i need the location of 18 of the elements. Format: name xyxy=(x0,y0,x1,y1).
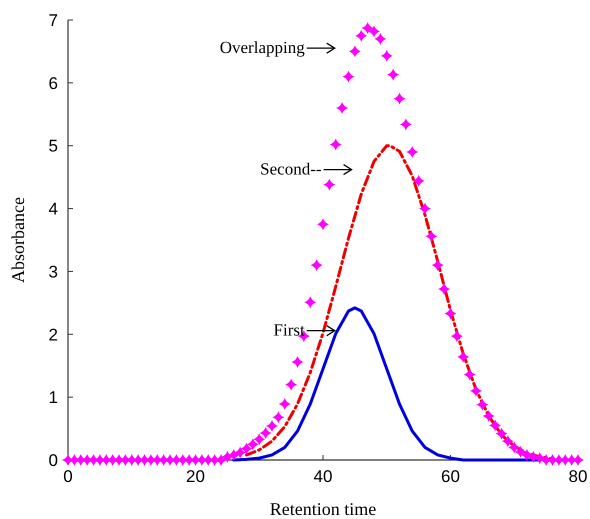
x-tick-label: 40 xyxy=(314,467,332,486)
y-tick-label: 4 xyxy=(48,200,58,219)
y-tick-label: 5 xyxy=(48,136,58,156)
y-tick-label: 3 xyxy=(48,262,58,282)
x-axis-title: Retention time xyxy=(270,499,376,519)
annotation: Overlapping xyxy=(220,38,306,58)
y-tick-label: 2 xyxy=(48,325,58,344)
x-tick-label: 20 xyxy=(186,467,205,486)
y-tick-label: 7 xyxy=(48,11,58,30)
x-tick-label: 80 xyxy=(568,467,588,486)
y-tick-label: 1 xyxy=(48,388,58,408)
annotation: First xyxy=(274,320,305,340)
x-tick-label: 60 xyxy=(441,467,460,486)
x-tick-label: 0 xyxy=(63,467,73,486)
y-tick-label: 6 xyxy=(48,74,58,93)
annotation: Second-- xyxy=(260,160,322,179)
y-tick-label: 0 xyxy=(48,451,58,470)
y-axis-title: Absorbance xyxy=(8,197,28,283)
